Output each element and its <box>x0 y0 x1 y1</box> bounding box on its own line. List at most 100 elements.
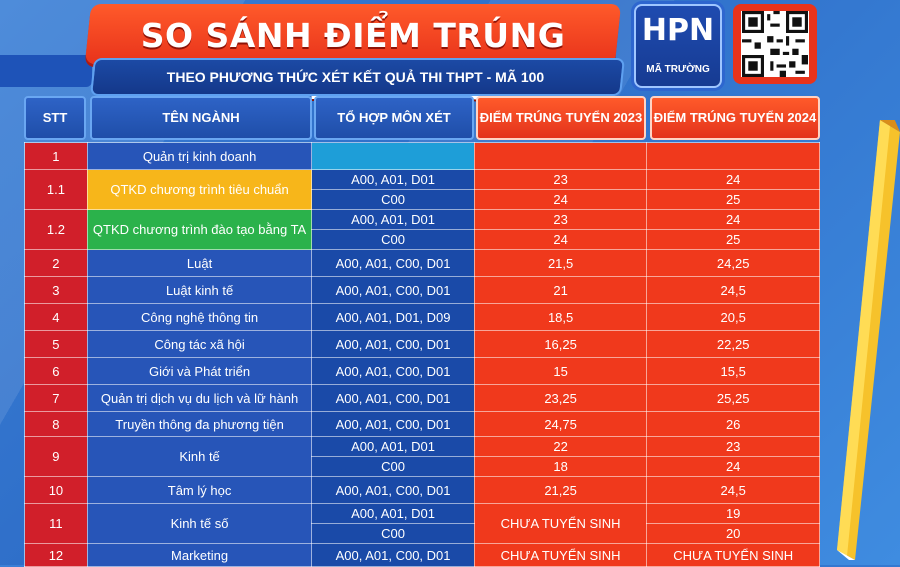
pencil-decoration <box>837 120 900 560</box>
row-score-2024: 19 <box>646 503 820 524</box>
row-score-2024: 25 <box>646 189 820 210</box>
row-score-2023: CHƯA TUYỂN SINH <box>473 503 648 544</box>
row-stt: 2 <box>24 249 88 277</box>
row-major-name: Quản trị dịch vụ du lịch và lữ hành <box>86 384 313 412</box>
header-score-2024: ĐIỂM TRÚNG TUYỂN 2024 <box>650 96 820 140</box>
row-score-2024: 24,5 <box>646 276 820 304</box>
row-score-2024: 22,25 <box>646 330 820 358</box>
row-stt: 3 <box>24 276 88 304</box>
table-row: C00 24 25 <box>25 189 820 210</box>
row-score-2024: 23 <box>646 436 820 457</box>
row-score-2023 <box>473 142 648 170</box>
row-major-name: Luật <box>86 249 313 277</box>
row-stt: 1.2 <box>24 209 88 250</box>
row-subject-combo: A00, A01, D01 <box>311 503 475 524</box>
row-subject-combo: A00, A01, C00, D01 <box>311 384 475 412</box>
table-row: 1 Quản trị kinh doanh <box>24 142 820 170</box>
row-subject-combo: A00, A01, C00, D01 <box>311 543 475 567</box>
row-subject-combo: C00 <box>311 229 475 250</box>
left-ribbon <box>0 55 92 87</box>
qr-code-icon <box>741 11 809 77</box>
row-stt: 10 <box>24 476 88 504</box>
row-score-2024: CHƯA TUYỂN SINH <box>646 543 820 567</box>
row-score-2024: 24 <box>646 169 820 190</box>
table-row: 9 Kinh tế A00, A01, D01 22 23 <box>24 436 820 477</box>
row-major-name: Kinh tế số <box>86 503 313 544</box>
table-row: 1.1 QTKD chương trình tiêu chuẩn A00, A01,… <box>24 169 820 210</box>
table-row: 3 Luật kinh tế A00, A01, C00, D01 21 24,5 <box>24 276 820 304</box>
table-row: 5 Công tác xã hội A00, A01, C00, D01 16,25 2… <box>24 330 820 358</box>
table-row: C00 20 <box>25 523 820 544</box>
row-stt: 4 <box>24 303 88 331</box>
row-score-2023: 24 <box>473 229 648 250</box>
row-stt: 6 <box>24 357 88 385</box>
row-score-2023: 16,25 <box>473 330 648 358</box>
row-subject-combo: A00, A01, C00, D01 <box>311 276 475 304</box>
row-subject-combo: A00, A01, C00, D01 <box>311 357 475 385</box>
row-score-2024: 25,25 <box>646 384 820 412</box>
row-subject-combo: A00, A01, C00, D01 <box>311 249 475 277</box>
row-score-2024: 24 <box>646 209 820 230</box>
table-row: C00 18 24 <box>25 456 820 477</box>
row-score-2023: 21,5 <box>473 249 648 277</box>
row-score-2023: 23 <box>473 169 648 190</box>
header-score-2023: ĐIỂM TRÚNG TUYỂN 2023 <box>476 96 646 140</box>
header-combo: TỔ HỢP MÔN XÉT TUYỂN <box>314 96 474 165</box>
school-code-label: MÃ TRƯỜNG <box>646 64 710 75</box>
table-row: 11 Kinh tế số A00, A01, D01 CHƯA TUYỂN SINH… <box>24 503 820 544</box>
row-score-2024: 25 <box>646 229 820 250</box>
table-row: 12 Marketing A00, A01, C00, D01 CHƯA TUYỂN … <box>24 543 820 567</box>
row-score-2023: 23,25 <box>473 384 648 412</box>
row-stt: 12 <box>24 543 88 567</box>
row-major-name: Marketing <box>86 543 313 567</box>
row-score-2023: CHƯA TUYỂN SINH <box>473 543 648 567</box>
row-score-2024: 24,5 <box>646 476 820 504</box>
row-stt: 5 <box>24 330 88 358</box>
row-subject-combo: A00, A01, D01 <box>311 169 475 190</box>
school-code-badge: HPN MÃ TRƯỜNG <box>634 4 722 88</box>
row-subject-combo <box>311 142 475 170</box>
row-subject-combo: A00, A01, D01 <box>311 436 475 457</box>
row-score-2024: 20,5 <box>646 303 820 331</box>
row-score-2023: 21,25 <box>473 476 648 504</box>
page-title: SO SÁNH ĐIỂM TRÚNG TUYỂN 2023 - 2024 <box>140 16 566 107</box>
row-stt: 1 <box>24 142 88 170</box>
row-score-2023: 22 <box>473 436 648 457</box>
row-subject-combo: C00 <box>311 456 475 477</box>
row-subject-combo: A00, A01, C00, D01 <box>311 330 475 358</box>
row-score-2023: 23 <box>473 209 648 230</box>
table-row: 8 Truyền thông đa phương tiện A00, A01, C0… <box>24 411 820 437</box>
table-row: 7 Quản trị dịch vụ du lịch và lữ hành A00,… <box>24 384 820 412</box>
row-subject-combo: A00, A01, C00, D01 <box>311 411 475 437</box>
row-score-2024: 15,5 <box>646 357 820 385</box>
row-major-name: Công nghệ thông tin <box>86 303 313 331</box>
row-score-2024: 20 <box>646 523 820 544</box>
page-subtitle: THEO PHƯƠNG THỨC XÉT KẾT QUẢ THI THPT - … <box>166 69 545 85</box>
header-name: TÊN NGÀNH <box>90 96 312 140</box>
row-score-2024: 26 <box>646 411 820 437</box>
row-score-2023: 21 <box>473 276 648 304</box>
row-stt: 8 <box>24 411 88 437</box>
row-subject-combo: C00 <box>311 189 475 210</box>
row-subject-combo: A00, A01, D01 <box>311 209 475 230</box>
row-score-2023: 18 <box>473 456 648 477</box>
table-row: 2 Luật A00, A01, C00, D01 21,5 24,25 <box>24 249 820 277</box>
scores-table: STT TÊN NGÀNH TỔ HỢP MÔN XÉT TUYỂN ĐIỂM … <box>24 96 820 567</box>
row-score-2024: 24 <box>646 456 820 477</box>
row-subject-combo: A00, A01, C00, D01 <box>311 476 475 504</box>
row-major-name: QTKD chương trình tiêu chuẩn <box>86 169 313 210</box>
scores-grid: 1 Quản trị kinh doanh 1.1 QTKD chương trình… <box>24 142 820 567</box>
row-major-name: Kinh tế <box>86 436 313 477</box>
row-major-name: QTKD chương trình đào tạo bằng TA <box>86 209 313 250</box>
row-score-2023: 15 <box>473 357 648 385</box>
school-code: HPN <box>641 13 715 48</box>
row-major-name: Công tác xã hội <box>86 330 313 358</box>
row-stt: 9 <box>24 436 88 477</box>
row-major-name: Tâm lý học <box>86 476 313 504</box>
row-score-2024 <box>646 142 820 170</box>
table-row: 6 Giới và Phát triển A00, A01, C00, D01 15 1… <box>24 357 820 385</box>
row-stt: 1.1 <box>24 169 88 210</box>
row-score-2023: 18,5 <box>473 303 648 331</box>
row-major-name: Luật kinh tế <box>86 276 313 304</box>
